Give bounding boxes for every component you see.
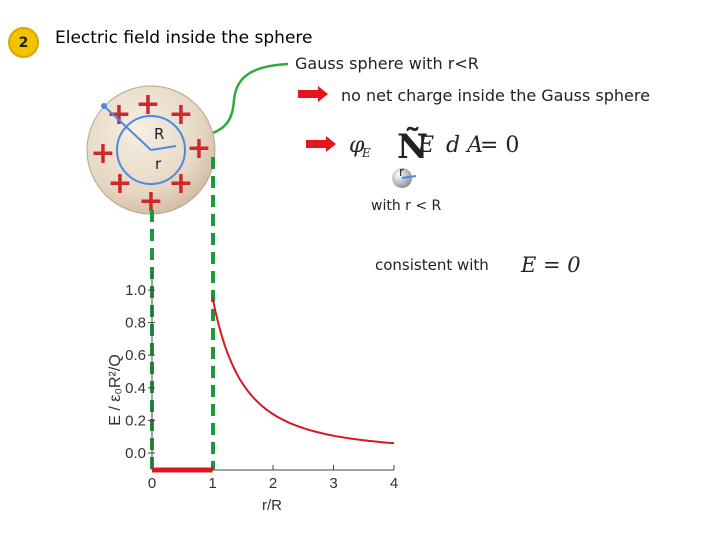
flux-symbol: φ — [349, 133, 365, 158]
y-tick-label: 1.0 — [125, 282, 146, 299]
x-tick-label: 1 — [208, 475, 216, 492]
plus-charge: + — [106, 97, 131, 132]
section-number-badge: 2 — [8, 27, 39, 58]
gauss-sphere-label: Gauss sphere with r<R — [295, 54, 479, 73]
label-R: R — [154, 125, 164, 143]
section-number: 2 — [18, 34, 29, 51]
implication-arrow-2 — [306, 136, 336, 152]
x-tick-label: 4 — [390, 475, 398, 492]
implication-arrow-1 — [298, 86, 328, 102]
radius-r-line — [150, 145, 177, 151]
y-tick-label: 0.6 — [125, 347, 146, 364]
x-tick-label: 0 — [148, 475, 156, 492]
y-tick-label: 0.8 — [125, 315, 146, 332]
small-r-vector — [401, 175, 417, 179]
gauss-law-equation: φ E Ñ E d A = 0 — [349, 127, 519, 167]
flux-subscript: E — [361, 146, 371, 160]
gauss-sphere — [116, 115, 186, 185]
integral-symbol: Ñ — [397, 127, 428, 167]
y-tick-label: 0.0 — [125, 445, 146, 462]
x-tick-label: 3 — [329, 475, 337, 492]
with-r-less-R-label: with r < R — [371, 198, 442, 214]
y-tick-label: 0.2 — [125, 412, 146, 429]
vector-E: E — [417, 133, 434, 158]
plus-charge: + — [107, 166, 132, 201]
equals-zero: = 0 — [480, 133, 519, 158]
E-equals-zero: E = 0 — [520, 253, 581, 277]
dA-term: d A — [446, 133, 483, 158]
y-tick-label: 0.4 — [125, 380, 146, 397]
plus-charge: + — [186, 131, 211, 166]
radius-R-dot — [101, 103, 107, 109]
plus-charge: + — [168, 166, 193, 201]
x-axis-label: r/R — [262, 497, 282, 514]
no-net-charge-label: no net charge inside the Gauss sphere — [341, 86, 650, 105]
y-axis-label: E / ε₀R²/Q — [107, 354, 124, 426]
plus-charge: + — [135, 87, 160, 122]
radius-R-line — [103, 105, 152, 151]
field-plot: 0.0 0.2 0.4 0.6 0.8 1.0 0 1 2 3 4 r/R E / ε₀R²/Q — [107, 272, 398, 514]
x-tick-label: 2 — [269, 475, 277, 492]
label-r: r — [155, 155, 162, 173]
consistent-with-label: consistent with — [375, 256, 489, 274]
plus-charge: + — [168, 97, 193, 132]
page-title: Electric field inside the sphere — [55, 28, 313, 48]
small-r-label: r — [399, 165, 404, 179]
plus-charge: + — [90, 136, 115, 171]
series-line-outside — [211, 297, 395, 445]
charges: + + + + + + + + — [90, 87, 211, 219]
